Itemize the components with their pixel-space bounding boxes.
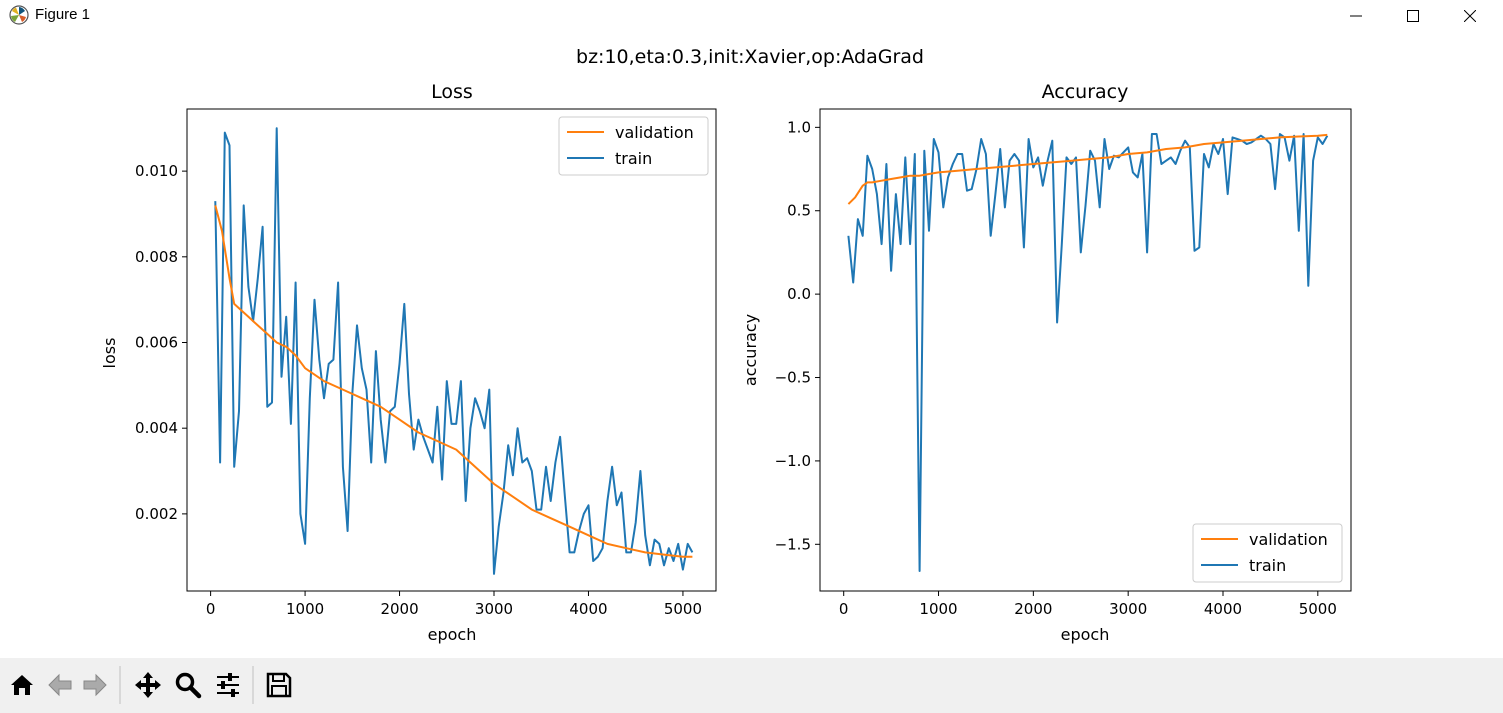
configure-subplots-button[interactable] — [211, 668, 244, 701]
forward-icon — [83, 673, 107, 696]
accuracy-y-tick-label: −1.5 — [775, 535, 811, 553]
accuracy-ticks: 0 1000 2000 3000 4000 5000 −1.5 −1.0 −0.5 0.0 0.5 1… — [775, 118, 1337, 618]
loss-legend-validation-label: validation — [615, 123, 694, 142]
loss-chart-title: Loss — [431, 81, 473, 103]
accuracy-validation-line — [847, 133, 1328, 205]
save-button[interactable] — [262, 668, 295, 701]
loss-x-axis-label: epoch — [428, 625, 477, 644]
accuracy-x-axis-label: epoch — [1061, 625, 1110, 644]
pan-icon — [134, 671, 161, 698]
accuracy-x-tick-label: 4000 — [1204, 600, 1242, 618]
accuracy-legend-validation-label: validation — [1249, 530, 1328, 549]
configure-subplots-icon — [216, 672, 239, 697]
loss-chart: Loss epoch loss 0 1000 2000 3000 4000 5000 0.0… — [100, 81, 717, 644]
home-icon — [10, 674, 33, 695]
minimize-icon — [1350, 15, 1362, 17]
matplotlib-logo-icon — [9, 5, 29, 25]
accuracy-y-tick-label: −0.5 — [775, 369, 811, 387]
accuracy-x-tick-label: 5000 — [1299, 600, 1337, 618]
accuracy-lines — [847, 133, 1329, 572]
zoom-icon — [175, 672, 201, 698]
navigation-toolbar — [0, 658, 1503, 713]
loss-y-tick-label: 0.002 — [135, 505, 178, 523]
accuracy-x-tick-label: 1000 — [919, 600, 957, 618]
toolbar-separator — [119, 666, 121, 704]
pan-button[interactable] — [131, 668, 164, 701]
loss-lines — [214, 127, 694, 575]
loss-y-tick-label: 0.008 — [135, 248, 178, 266]
close-icon — [1464, 10, 1476, 22]
loss-y-tick-label: 0.006 — [135, 334, 178, 352]
window-edge — [1497, 32, 1503, 658]
loss-train-line — [214, 127, 694, 575]
accuracy-x-tick-label: 0 — [839, 600, 849, 618]
back-icon — [47, 673, 71, 696]
accuracy-y-tick-label: 0.0 — [787, 285, 811, 303]
loss-x-tick-label: 1000 — [286, 600, 324, 618]
accuracy-chart: Accuracy epoch accuracy 0 1000 2000 3000 400… — [741, 81, 1352, 644]
loss-y-tick-label: 0.010 — [135, 162, 178, 180]
loss-x-tick-label: 4000 — [569, 600, 607, 618]
zoom-button[interactable] — [171, 668, 204, 701]
loss-x-tick-label: 2000 — [380, 600, 418, 618]
accuracy-legend: validation train — [1192, 523, 1343, 583]
loss-validation-line — [214, 205, 693, 558]
maximize-icon — [1407, 10, 1419, 22]
accuracy-chart-title: Accuracy — [1042, 81, 1129, 103]
loss-ticks: 0 1000 2000 3000 4000 5000 0.002 0.004 0.006 0.00… — [135, 162, 702, 618]
accuracy-y-tick-label: 0.5 — [787, 202, 811, 220]
close-button[interactable] — [1441, 0, 1499, 32]
home-button[interactable] — [5, 668, 38, 701]
loss-x-tick-label: 5000 — [664, 600, 702, 618]
save-icon — [266, 672, 291, 697]
toolbar-separator — [252, 666, 254, 704]
loss-x-tick-label: 0 — [206, 600, 216, 618]
accuracy-train-line — [847, 133, 1329, 572]
loss-plot-frame — [186, 108, 717, 592]
loss-y-axis-label: loss — [100, 338, 119, 369]
loss-x-tick-label: 3000 — [475, 600, 513, 618]
maximize-button[interactable] — [1384, 0, 1442, 32]
back-button[interactable] — [43, 668, 76, 701]
accuracy-y-tick-label: −1.0 — [775, 452, 811, 470]
accuracy-y-axis-label: accuracy — [741, 314, 760, 386]
forward-button[interactable] — [78, 668, 111, 701]
loss-y-tick-label: 0.004 — [135, 419, 178, 437]
figure-suptitle: bz:10,eta:0.3,init:Xavier,op:AdaGrad — [576, 46, 924, 68]
accuracy-y-tick-label: 1.0 — [787, 118, 811, 136]
loss-legend: validation train — [558, 116, 709, 176]
title-bar: Figure 1 — [0, 0, 1503, 32]
loss-legend-train-label: train — [615, 149, 652, 168]
accuracy-x-tick-label: 2000 — [1014, 600, 1052, 618]
accuracy-legend-train-label: train — [1249, 556, 1286, 575]
accuracy-plot-frame — [819, 108, 1352, 592]
window-title: Figure 1 — [35, 6, 91, 23]
accuracy-x-tick-label: 3000 — [1109, 600, 1147, 618]
minimize-button[interactable] — [1327, 0, 1385, 32]
figure-canvas[interactable]: bz:10,eta:0.3,init:Xavier,op:AdaGrad Los… — [0, 32, 1503, 658]
